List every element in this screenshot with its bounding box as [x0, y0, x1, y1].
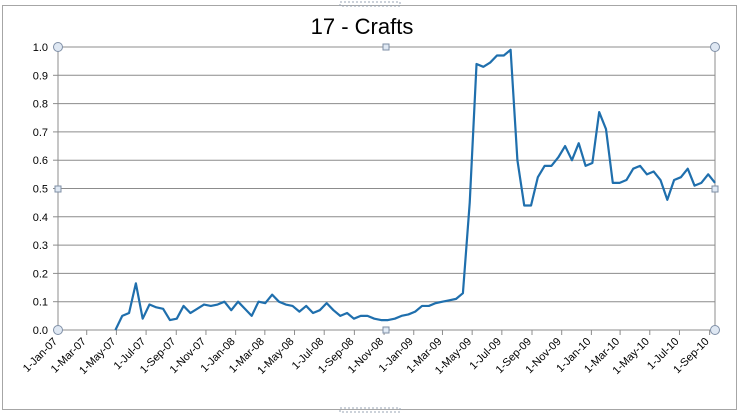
handle: [710, 42, 720, 52]
handle: [53, 325, 63, 335]
y-tick-label: 0.1: [33, 297, 48, 309]
handle: [710, 325, 720, 335]
y-tick-label: 0.7: [33, 127, 48, 139]
y-tick-label: 0.9: [33, 70, 48, 82]
series-line: [114, 48, 716, 331]
chart-title: 17 - Crafts: [311, 14, 414, 39]
handle: [711, 185, 719, 193]
frame-handle: [339, 1, 401, 7]
y-tick-label: 0.4: [33, 212, 48, 224]
handle: [382, 43, 390, 51]
handle: [53, 42, 63, 52]
y-tick-label: 1.0: [33, 42, 48, 54]
y-tick-label: 0.3: [33, 240, 48, 252]
y-tick-label: 0.0: [33, 325, 48, 337]
handle: [382, 326, 390, 334]
y-tick-label: 0.8: [33, 99, 48, 111]
frame-handle: [339, 407, 401, 413]
chart-frame: [2, 5, 737, 410]
y-tick-label: 0.2: [33, 268, 48, 280]
handle: [54, 185, 62, 193]
y-tick-label: 0.5: [33, 184, 48, 196]
plot: [114, 48, 716, 331]
y-tick-label: 0.6: [33, 155, 48, 167]
selection-handles: [53, 42, 720, 335]
